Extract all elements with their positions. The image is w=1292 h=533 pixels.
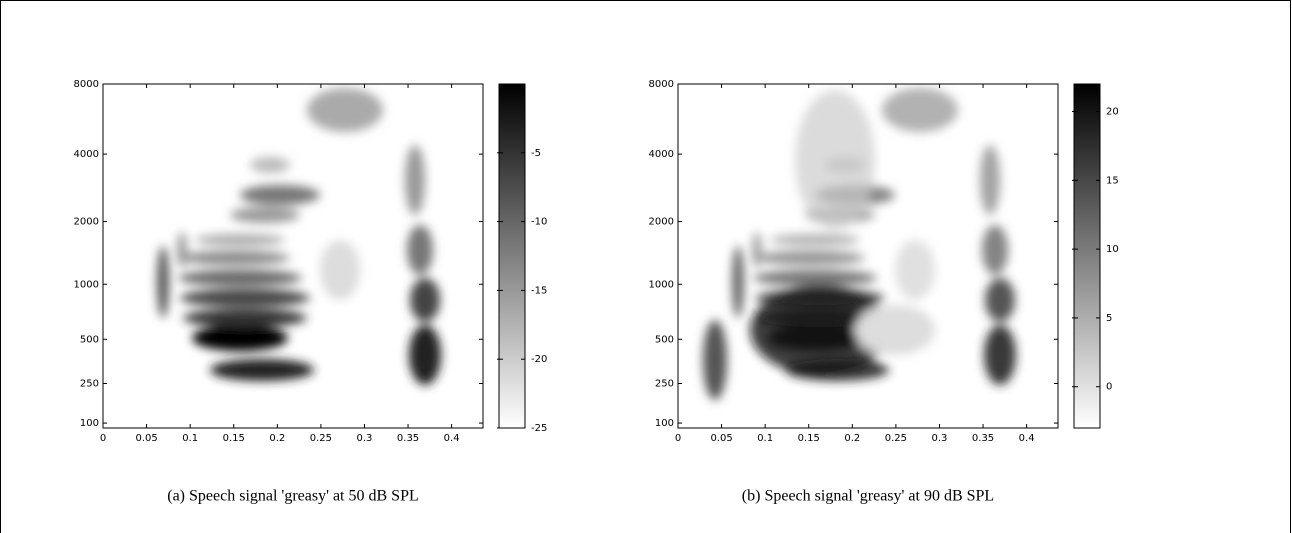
x-tick-label: 0.15 <box>798 433 820 444</box>
colorbar <box>1073 83 1101 429</box>
y-tick-label: 500 <box>80 334 99 345</box>
y-tick-label: 1000 <box>74 279 99 290</box>
colorbar-tick-label: 15 <box>1106 175 1119 186</box>
colorbar-tick-label: 10 <box>1106 244 1119 255</box>
y-tick-label: 8000 <box>74 79 99 90</box>
colorbar-tick-label: -25 <box>531 423 547 434</box>
spectrogram <box>157 88 441 385</box>
spectrogram <box>703 88 1016 400</box>
y-tick-label: 500 <box>655 334 674 345</box>
caption: (b) Speech signal 'greasy' at 90 dB SPL <box>742 488 994 505</box>
colorbar-tick-label: -5 <box>531 148 541 159</box>
colorbar-tick-label: -15 <box>531 285 547 296</box>
y-tick-label: 100 <box>80 418 99 429</box>
y-tick-label: 2000 <box>74 217 99 228</box>
x-tick-label: 0.4 <box>1019 433 1035 444</box>
x-tick-label: 0 <box>100 433 106 444</box>
x-tick-label: 0.1 <box>182 433 198 444</box>
x-tick-label: 0.15 <box>223 433 245 444</box>
colorbar-tick-label: -10 <box>531 217 547 228</box>
y-tick-label: 8000 <box>649 79 674 90</box>
y-tick-label: 250 <box>655 379 674 390</box>
x-tick-label: 0.25 <box>310 433 332 444</box>
colorbar <box>498 83 526 429</box>
colorbar-tick-label: 5 <box>1106 313 1112 324</box>
x-tick-label: 0.3 <box>932 433 948 444</box>
x-tick-label: 0.2 <box>844 433 860 444</box>
x-tick-label: 0.05 <box>710 433 732 444</box>
x-tick-label: 0.2 <box>269 433 285 444</box>
y-tick-label: 100 <box>655 418 674 429</box>
x-tick-label: 0.05 <box>135 433 157 444</box>
y-tick-label: 2000 <box>649 217 674 228</box>
caption: (a) Speech signal 'greasy' at 50 dB SPL <box>167 488 419 505</box>
axes-box <box>677 83 1059 429</box>
x-tick-label: 0.3 <box>357 433 373 444</box>
x-tick-label: 0.35 <box>397 433 419 444</box>
x-tick-label: 0.4 <box>444 433 460 444</box>
colorbar-tick-label: 0 <box>1106 382 1112 393</box>
x-tick-label: 0.35 <box>972 433 994 444</box>
y-tick-label: 250 <box>80 379 99 390</box>
y-tick-label: 4000 <box>74 149 99 160</box>
y-tick-label: 4000 <box>649 149 674 160</box>
x-tick-label: 0.1 <box>757 433 773 444</box>
colorbar-tick-label: 20 <box>1106 107 1119 118</box>
colorbar-tick-label: -20 <box>531 354 547 365</box>
x-tick-label: 0 <box>675 433 681 444</box>
x-tick-label: 0.25 <box>885 433 907 444</box>
axes-box <box>102 83 484 429</box>
y-tick-label: 1000 <box>649 279 674 290</box>
